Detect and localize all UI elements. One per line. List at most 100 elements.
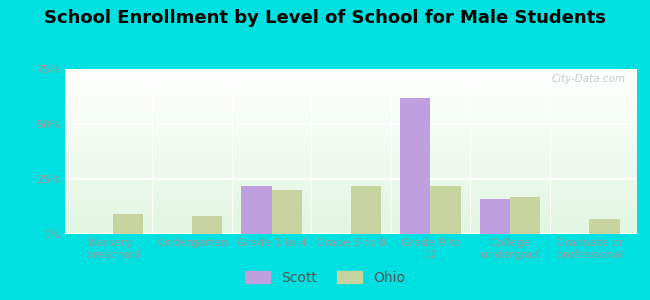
- Bar: [65, 118, 637, 119]
- Bar: [192, 216, 222, 234]
- Bar: [65, 233, 637, 234]
- Bar: [65, 228, 637, 229]
- Bar: [65, 120, 637, 121]
- Bar: [65, 80, 637, 81]
- Bar: [65, 160, 637, 161]
- Bar: [65, 207, 637, 208]
- Bar: [65, 143, 637, 144]
- Bar: [65, 206, 637, 207]
- Bar: [65, 202, 637, 203]
- Bar: [65, 196, 637, 197]
- Bar: [65, 121, 637, 122]
- Bar: [65, 115, 637, 116]
- Bar: [65, 85, 637, 86]
- Bar: [65, 205, 637, 206]
- Bar: [65, 226, 637, 227]
- Bar: [65, 96, 637, 97]
- Bar: [65, 82, 637, 83]
- Bar: [65, 79, 637, 80]
- Bar: [65, 85, 637, 86]
- Bar: [65, 95, 637, 96]
- Bar: [65, 229, 637, 230]
- Bar: [65, 116, 637, 117]
- Text: School Enrollment by Level of School for Male Students: School Enrollment by Level of School for…: [44, 9, 606, 27]
- Bar: [65, 230, 637, 231]
- Bar: [65, 91, 637, 92]
- Bar: [65, 160, 637, 161]
- Text: City-Data.com: City-Data.com: [551, 74, 625, 84]
- Bar: [65, 87, 637, 88]
- Bar: [65, 181, 637, 182]
- Bar: [65, 107, 637, 108]
- Bar: [65, 158, 637, 159]
- Bar: [65, 112, 637, 113]
- Bar: [65, 74, 637, 75]
- Bar: [65, 199, 637, 200]
- Bar: [65, 214, 637, 215]
- Bar: [65, 99, 637, 100]
- Bar: [65, 211, 637, 212]
- Bar: [65, 69, 637, 70]
- Bar: [65, 138, 637, 139]
- Bar: [65, 154, 637, 155]
- Bar: [112, 214, 143, 234]
- Bar: [65, 182, 637, 183]
- Bar: [65, 111, 637, 112]
- Bar: [65, 119, 637, 120]
- Bar: [65, 201, 637, 202]
- Bar: [65, 165, 637, 166]
- Bar: [65, 190, 637, 191]
- Bar: [65, 139, 637, 140]
- Bar: [65, 135, 637, 136]
- Legend: Scott, Ohio: Scott, Ohio: [239, 265, 411, 290]
- Bar: [65, 128, 637, 129]
- Bar: [65, 172, 637, 173]
- Bar: [65, 185, 637, 186]
- Bar: [65, 92, 637, 93]
- Bar: [65, 209, 637, 210]
- Bar: [65, 105, 637, 106]
- Bar: [65, 150, 637, 151]
- Bar: [65, 189, 637, 190]
- Bar: [65, 133, 637, 134]
- Bar: [430, 186, 461, 234]
- Bar: [65, 108, 637, 109]
- Bar: [65, 97, 637, 98]
- Bar: [65, 167, 637, 168]
- Bar: [65, 179, 637, 180]
- Bar: [65, 88, 637, 89]
- Bar: [65, 204, 637, 205]
- Bar: [65, 140, 637, 141]
- Bar: [65, 212, 637, 213]
- Bar: [65, 195, 637, 196]
- Bar: [65, 86, 637, 87]
- Bar: [65, 90, 637, 91]
- Bar: [65, 200, 637, 201]
- Bar: [272, 190, 302, 234]
- Bar: [65, 71, 637, 72]
- Bar: [65, 78, 637, 79]
- Bar: [65, 224, 637, 225]
- Bar: [590, 219, 619, 234]
- Bar: [65, 221, 637, 222]
- Bar: [65, 145, 637, 146]
- Bar: [65, 159, 637, 160]
- Bar: [65, 132, 637, 133]
- Bar: [65, 149, 637, 150]
- Bar: [65, 180, 637, 181]
- Bar: [65, 83, 637, 84]
- Bar: [65, 93, 637, 94]
- Bar: [65, 231, 637, 232]
- Bar: [65, 213, 637, 214]
- Bar: [65, 157, 637, 158]
- Bar: [65, 225, 637, 226]
- Bar: [65, 98, 637, 99]
- Bar: [65, 131, 637, 132]
- Bar: [65, 156, 637, 157]
- Bar: [65, 130, 637, 131]
- Bar: [65, 191, 637, 192]
- Bar: [65, 218, 637, 219]
- Bar: [65, 186, 637, 187]
- Bar: [65, 219, 637, 220]
- Bar: [65, 197, 637, 198]
